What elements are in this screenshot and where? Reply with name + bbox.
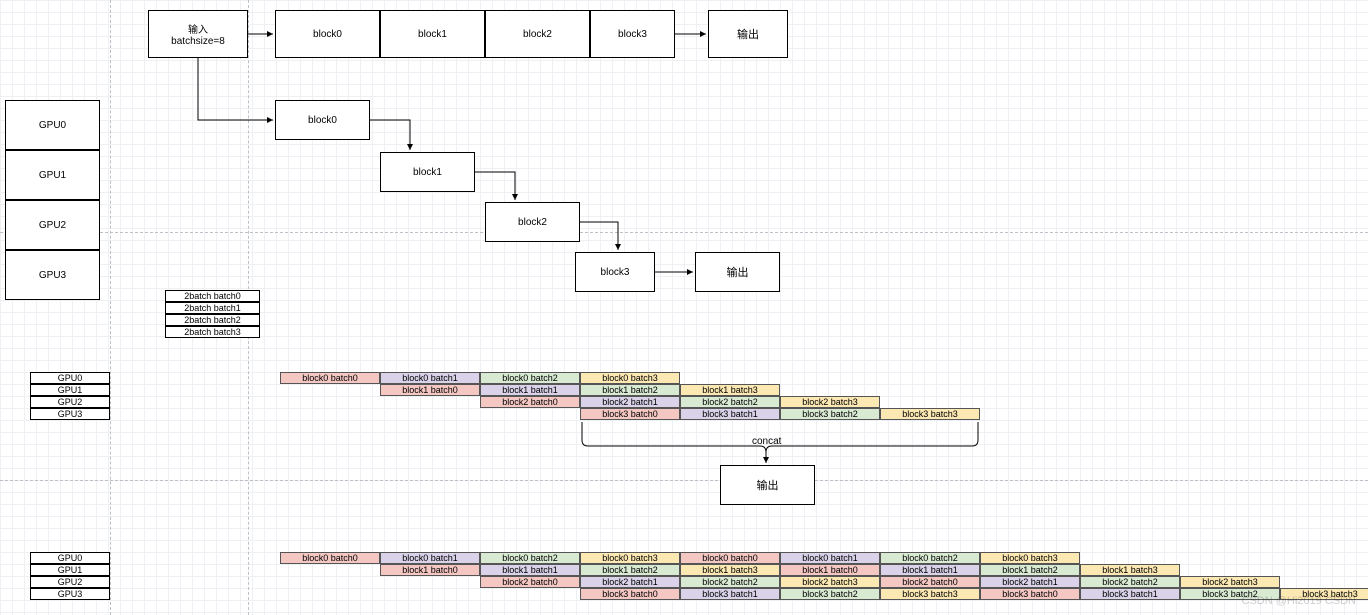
p1-r0-c0: block0 batch0 [280,372,380,384]
p1-r0-c3: block0 batch3 [580,372,680,384]
gpu3-3: GPU3 [30,588,110,600]
p2-r2-c5: block2 batch1 [980,576,1080,588]
batchlist-0: 2batch batch0 [165,290,260,302]
watermark: CSDN @Hi2019 CSDN [1242,595,1356,607]
p2-r3-c3: block3 batch3 [880,588,980,600]
p2-r2-c0: block2 batch0 [480,576,580,588]
concat-label: concat [752,436,781,447]
p2-r0-c2: block0 batch2 [480,552,580,564]
guide-h1 [0,232,1368,233]
top-output: 输出 [708,10,788,58]
top-block-2: block2 [485,10,590,58]
p2-r3-c1: block3 batch1 [680,588,780,600]
p2-r2-c3: block2 batch3 [780,576,880,588]
p1-r3-c2: block3 batch2 [780,408,880,420]
p2-r0-c0: block0 batch0 [280,552,380,564]
gpu1-2: GPU2 [5,200,100,250]
p2-r1-c5: block1 batch1 [880,564,980,576]
pipeline1-output: 输出 [720,465,815,505]
top-block-0: block0 [275,10,380,58]
gpu2-1: GPU1 [30,384,110,396]
stair-block-1: block1 [380,152,475,192]
p2-r0-c7: block0 batch3 [980,552,1080,564]
stair-block-3: block3 [575,252,655,292]
guide-h2 [0,480,1368,481]
p2-r0-c4: block0 batch0 [680,552,780,564]
gpu3-1: GPU1 [30,564,110,576]
p1-r2-c0: block2 batch0 [480,396,580,408]
p1-r1-c3: block1 batch3 [680,384,780,396]
p2-r1-c0: block1 batch0 [380,564,480,576]
p2-r3-c5: block3 batch1 [1080,588,1180,600]
p2-r3-c4: block3 batch0 [980,588,1080,600]
p2-r2-c2: block2 batch2 [680,576,780,588]
p1-r1-c0: block1 batch0 [380,384,480,396]
p2-r0-c5: block0 batch1 [780,552,880,564]
top-block-1: block1 [380,10,485,58]
input-line2: batchsize=8 [171,36,225,47]
guide-v1 [110,0,111,615]
gpu1-1: GPU1 [5,150,100,200]
gpu2-2: GPU2 [30,396,110,408]
p2-r1-c1: block1 batch1 [480,564,580,576]
p1-r1-c2: block1 batch2 [580,384,680,396]
stair-output: 输出 [695,252,780,292]
p2-r3-c2: block3 batch2 [780,588,880,600]
p2-r3-c0: block3 batch0 [580,588,680,600]
pipeline1-output-label: 输出 [757,477,779,493]
top-block-3: block3 [590,10,675,58]
p2-r2-c6: block2 batch2 [1080,576,1180,588]
gpu1-3: GPU3 [5,250,100,300]
batchlist-3: 2batch batch3 [165,326,260,338]
p2-r2-c7: block2 batch3 [1180,576,1280,588]
p2-r0-c3: block0 batch3 [580,552,680,564]
p2-r2-c1: block2 batch1 [580,576,680,588]
stair-block-0: block0 [275,100,370,140]
p2-r1-c4: block1 batch0 [780,564,880,576]
p2-r1-c7: block1 batch3 [1080,564,1180,576]
batchlist-2: 2batch batch2 [165,314,260,326]
p1-r2-c1: block2 batch1 [580,396,680,408]
p1-r0-c2: block0 batch2 [480,372,580,384]
p2-r1-c3: block1 batch3 [680,564,780,576]
p1-r3-c0: block3 batch0 [580,408,680,420]
gpu3-0: GPU0 [30,552,110,564]
p1-r0-c1: block0 batch1 [380,372,480,384]
p2-r2-c4: block2 batch0 [880,576,980,588]
gpu1-0: GPU0 [5,100,100,150]
gpu2-3: GPU3 [30,408,110,420]
p2-r0-c1: block0 batch1 [380,552,480,564]
p2-r1-c2: block1 batch2 [580,564,680,576]
input-line1: 输入 [188,21,208,36]
p1-r3-c1: block3 batch1 [680,408,780,420]
gpu3-2: GPU2 [30,576,110,588]
p2-r0-c6: block0 batch2 [880,552,980,564]
p1-r1-c1: block1 batch1 [480,384,580,396]
p1-r2-c3: block2 batch3 [780,396,880,408]
input-box: 输入 batchsize=8 [148,10,248,58]
batchlist-1: 2batch batch1 [165,302,260,314]
p1-r2-c2: block2 batch2 [680,396,780,408]
gpu2-0: GPU0 [30,372,110,384]
stair-block-2: block2 [485,202,580,242]
p1-r3-c3: block3 batch3 [880,408,980,420]
p2-r1-c6: block1 batch2 [980,564,1080,576]
